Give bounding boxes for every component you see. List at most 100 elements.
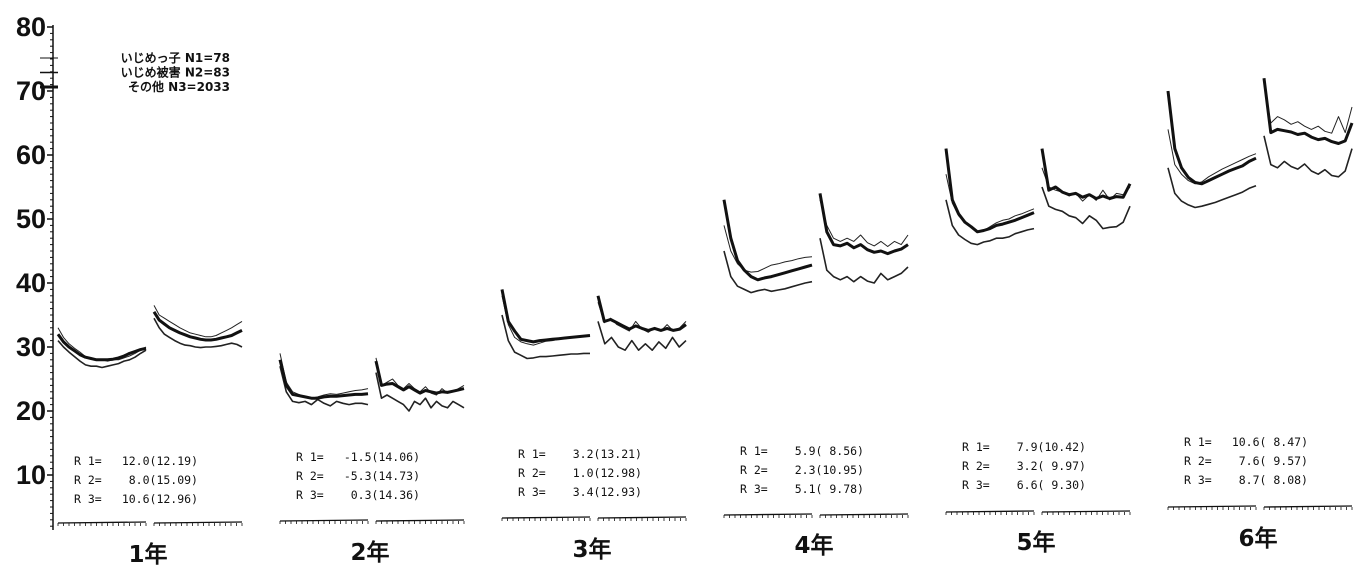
series-line-victim bbox=[1167, 167, 1257, 209]
x-baseline bbox=[57, 521, 147, 524]
y-axis: 10 20 30 40 50 60 70 80 bbox=[16, 12, 54, 530]
stat-value: 3.2(13.21) bbox=[573, 447, 642, 461]
series-line-other bbox=[1262, 78, 1354, 145]
stat-value: 6.6( 9.30) bbox=[1017, 478, 1086, 492]
series-line-bully bbox=[375, 357, 465, 396]
series-line-other bbox=[1040, 148, 1132, 200]
series-line-bully bbox=[1167, 129, 1257, 185]
stat-value: 10.6(12.96) bbox=[122, 492, 198, 506]
series-line-victim bbox=[1263, 135, 1353, 178]
stat-value: 1.0(12.98) bbox=[573, 466, 642, 480]
stat-label: R 1= bbox=[296, 450, 324, 464]
series-line-other bbox=[818, 193, 909, 256]
legend-label-victim: いじめ被害 N2=83 bbox=[121, 65, 230, 80]
stat-label: R 2= bbox=[296, 469, 324, 483]
series-line-victim bbox=[501, 314, 590, 360]
x-baseline bbox=[597, 516, 687, 519]
grade-label: 6年 bbox=[1238, 525, 1277, 552]
series-line-victim bbox=[375, 372, 465, 412]
stat-value: 7.9(10.42) bbox=[1017, 440, 1086, 454]
stat-label: R 3= bbox=[296, 488, 324, 502]
series-line-victim bbox=[279, 366, 369, 407]
grade-panel: R 1= 12.0(12.19) R 2= 8.0(15.09) R 3= 10.6(12… bbox=[56, 305, 243, 568]
grade-panel: R 1= -1.5(14.06) R 2= -5.3(14.73) R 3= 0.3(14… bbox=[278, 353, 465, 566]
stat-label: R 1= bbox=[1184, 435, 1212, 449]
grade-label: 2年 bbox=[350, 539, 389, 566]
series-line-victim bbox=[57, 340, 147, 369]
stat-value: 3.4(12.93) bbox=[573, 485, 642, 499]
x-baseline bbox=[375, 519, 465, 522]
stat-label: R 3= bbox=[962, 478, 990, 492]
series-line-other bbox=[500, 289, 591, 344]
x-baseline bbox=[1041, 510, 1131, 513]
stat-label: R 2= bbox=[962, 459, 990, 473]
stat-value: 7.6( 9.57) bbox=[1239, 454, 1308, 468]
stat-label: R 2= bbox=[518, 466, 546, 480]
x-baseline bbox=[819, 513, 909, 516]
x-baseline bbox=[501, 516, 591, 519]
legend-label-bully: いじめっ子 N1=78 bbox=[121, 51, 230, 65]
grade-panel: R 1= 7.9(10.42) R 2= 3.2( 9.97) R 3= 6.6( 9.3… bbox=[944, 148, 1132, 556]
stat-label: R 3= bbox=[1184, 473, 1212, 487]
stat-label: R 2= bbox=[740, 463, 768, 477]
y-tick-label: 10 bbox=[16, 460, 46, 490]
series-line-other bbox=[278, 359, 369, 400]
x-baseline bbox=[1263, 505, 1353, 508]
grade-label: 5年 bbox=[1016, 529, 1055, 556]
grade-label: 1年 bbox=[128, 541, 167, 568]
series-line-bully bbox=[945, 174, 1035, 233]
stat-value: 12.0(12.19) bbox=[122, 454, 198, 468]
series-line-other bbox=[374, 360, 465, 395]
grade-label: 4年 bbox=[794, 532, 833, 559]
stat-value: -1.5(14.06) bbox=[344, 450, 420, 464]
stat-label: R 1= bbox=[740, 444, 768, 458]
stat-label: R 1= bbox=[962, 440, 990, 454]
stat-value: 5.1( 9.78) bbox=[795, 482, 864, 496]
stat-value: 2.3(10.95) bbox=[795, 463, 864, 477]
stat-label: R 3= bbox=[740, 482, 768, 496]
stat-value: 0.3(14.36) bbox=[351, 488, 420, 502]
stat-label: R 3= bbox=[74, 492, 102, 506]
series-line-bully bbox=[153, 305, 243, 338]
stat-label: R 1= bbox=[518, 447, 546, 461]
series-line-bully bbox=[1041, 167, 1131, 202]
y-tick-label: 30 bbox=[16, 332, 46, 362]
grade-panel: R 1= 5.9( 8.56) R 2= 2.3(10.95) R 3= 5.1( 9.7… bbox=[722, 193, 909, 559]
series-line-bully bbox=[279, 353, 369, 399]
series-line-other bbox=[722, 199, 813, 282]
series-line-other bbox=[56, 333, 147, 362]
series-line-bully bbox=[723, 225, 813, 273]
series-line-victim bbox=[819, 238, 909, 284]
y-tick-label: 70 bbox=[16, 76, 46, 106]
stat-label: R 2= bbox=[74, 473, 102, 487]
stat-value: 8.7( 8.08) bbox=[1239, 473, 1308, 487]
grade-panel: R 1= 10.6( 8.47) R 2= 7.6( 9.57) R 3= 8.7( 8.… bbox=[1166, 78, 1354, 552]
series-line-victim bbox=[723, 250, 813, 294]
x-baseline bbox=[723, 513, 813, 516]
series-line-victim bbox=[1041, 186, 1131, 230]
x-baseline bbox=[945, 510, 1035, 513]
series-line-bully bbox=[57, 327, 147, 362]
grade-panels: R 1= 12.0(12.19) R 2= 8.0(15.09) R 3= 10.6(12… bbox=[56, 78, 1354, 568]
stat-value: 5.9( 8.56) bbox=[795, 444, 864, 458]
stat-value: -5.3(14.73) bbox=[344, 469, 420, 483]
x-baseline bbox=[279, 519, 369, 522]
series-line-other bbox=[944, 148, 1035, 234]
stat-label: R 2= bbox=[1184, 454, 1212, 468]
x-baseline bbox=[1167, 505, 1257, 508]
x-baseline bbox=[153, 521, 243, 524]
stat-value: 8.0(15.09) bbox=[129, 473, 198, 487]
stat-value: 10.6( 8.47) bbox=[1232, 435, 1308, 449]
y-tick-label: 20 bbox=[16, 396, 46, 426]
stat-label: R 1= bbox=[74, 454, 102, 468]
series-line-other bbox=[152, 311, 243, 342]
series-line-other bbox=[1166, 90, 1257, 186]
legend-label-other: その他 N3=2033 bbox=[128, 79, 230, 94]
series-line-victim bbox=[597, 321, 687, 352]
series-line-victim bbox=[153, 317, 243, 349]
series-line-victim bbox=[945, 199, 1035, 246]
stat-value: 3.2( 9.97) bbox=[1017, 459, 1086, 473]
series-line-bully bbox=[1263, 84, 1353, 134]
series-line-other bbox=[596, 295, 687, 332]
